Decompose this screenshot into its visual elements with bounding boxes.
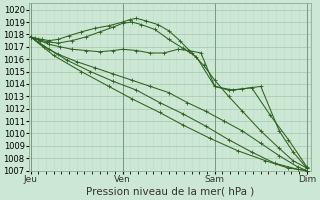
X-axis label: Pression niveau de la mer( hPa ): Pression niveau de la mer( hPa ) xyxy=(86,187,254,197)
